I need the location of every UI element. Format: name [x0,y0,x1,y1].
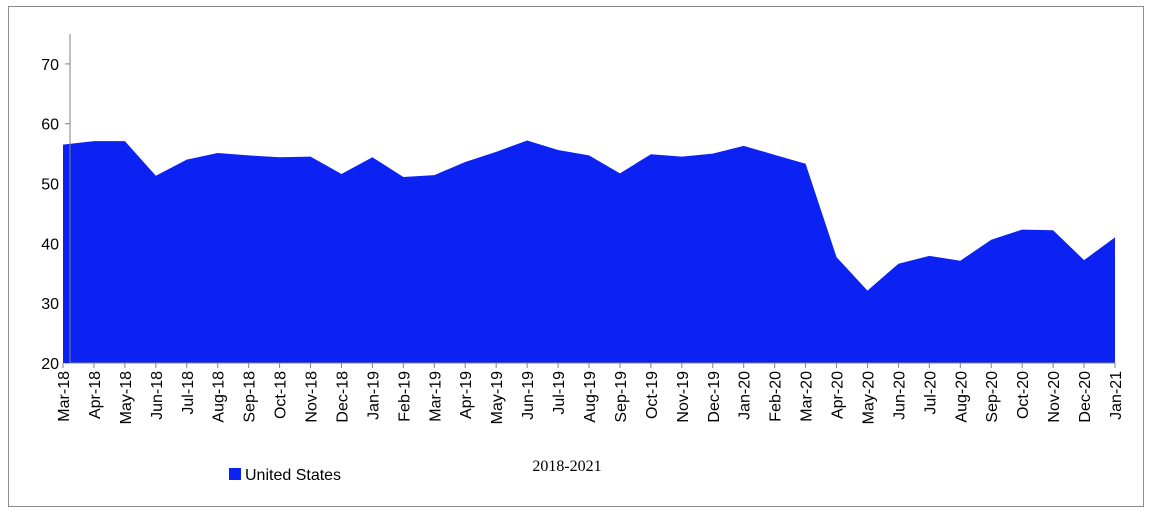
y-axis-ticks: 20 30 40 50 60 70 [41,57,70,373]
x-tick-label: Aug-18 [211,371,228,423]
x-tick-label: Jul-20 [922,371,939,415]
x-tick-label: Jul-19 [551,371,568,415]
y-tick-label: 30 [41,296,59,313]
x-tick-label: Apr-19 [458,371,475,419]
x-tick-label: Nov-19 [675,371,692,423]
legend-swatch-united-states [229,468,241,480]
x-tick-label: Nov-18 [304,371,321,423]
area-series-united-states [63,140,1115,363]
x-tick-label: Dec-19 [706,371,723,423]
x-tick-label: Aug-19 [582,371,599,423]
x-tick-label: Jul-18 [180,371,197,415]
x-tick-label: Mar-18 [56,371,73,422]
x-tick-label: Nov-20 [1046,371,1063,423]
x-tick-label: Oct-20 [1015,371,1032,419]
y-tick-label: 70 [41,57,59,74]
x-tick-label: May-19 [489,371,506,424]
x-tick-label: Jun-19 [520,371,537,420]
y-tick-label: 50 [41,177,59,194]
x-tick-label: Feb-20 [768,371,785,422]
x-tick-label: Apr-20 [830,371,847,419]
x-tick-label: Sep-19 [613,371,630,423]
x-tick-label: Jan-19 [365,371,382,420]
area-chart: 20 30 40 50 60 70 Mar-18 Apr-18 May-18 Jun-18 Jul… [41,34,1125,484]
x-tick-label: Mar-19 [427,371,444,422]
x-tick-label: Mar-20 [799,371,816,422]
x-tick-label: Dec-20 [1077,371,1094,423]
y-tick-label: 60 [41,117,59,134]
x-tick-label: Dec-18 [334,371,351,423]
x-tick-label: Jun-18 [149,371,166,420]
x-tick-label: Jan-21 [1108,371,1125,420]
x-tick-label: May-20 [860,371,877,424]
x-tick-label: Oct-19 [644,371,661,419]
x-tick-label: Jan-20 [737,371,754,420]
y-tick-label: 20 [41,356,59,373]
legend: United States [229,467,341,484]
plot-area [63,140,1115,363]
x-axis-title: 2018-2021 [532,458,601,475]
x-tick-label: Sep-20 [984,371,1001,423]
x-tick-label: Feb-19 [396,371,413,422]
x-tick-label: Apr-18 [87,371,104,419]
y-tick-label: 40 [41,236,59,253]
x-tick-label: May-18 [118,371,135,424]
x-axis-ticks: Mar-18 Apr-18 May-18 Jun-18 Jul-18 Aug-18 Sep-… [56,363,1125,424]
x-tick-label: Aug-20 [953,371,970,423]
x-tick-label: Sep-18 [242,371,259,423]
chart-frame: 20 30 40 50 60 70 Mar-18 Apr-18 May-18 Jun-18 Jul… [8,6,1144,507]
x-tick-label: Oct-18 [273,371,290,419]
x-tick-label: Jun-20 [891,371,908,420]
legend-label-united-states: United States [245,467,341,484]
